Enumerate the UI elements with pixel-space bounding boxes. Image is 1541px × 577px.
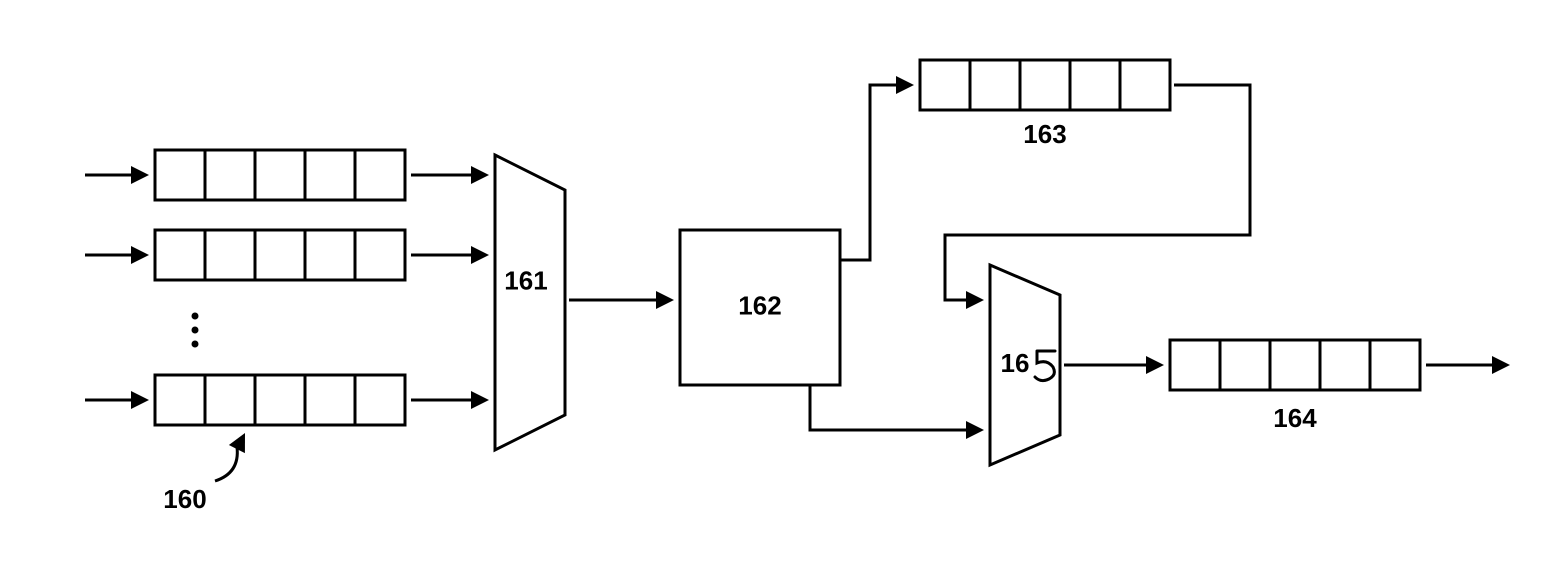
input-queue-1 [155, 230, 405, 280]
pointer-160 [215, 433, 245, 481]
input-queue-2 [155, 375, 405, 425]
queue-to-mux1-arrow-0 [411, 166, 489, 184]
label-165-prefix: 16 [1001, 348, 1030, 378]
mux1-to-162-arrow [569, 291, 674, 309]
mux2-to-164-arrow [1064, 356, 1164, 374]
input-lead-arrow-1 [85, 246, 149, 264]
162-to-mux2-arrow [810, 385, 984, 439]
label-163: 163 [1023, 119, 1066, 149]
ellipsis-dot-0 [192, 313, 199, 320]
ellipsis-dot-1 [192, 327, 199, 334]
input-lead-arrow-2 [85, 391, 149, 409]
mux-161 [495, 155, 565, 450]
queue-to-mux1-arrow-2 [411, 391, 489, 409]
label-162: 162 [738, 290, 781, 320]
label-161: 161 [504, 265, 547, 295]
label-164: 164 [1273, 403, 1317, 433]
164-out-arrow [1426, 356, 1510, 374]
input-queue-0 [155, 150, 405, 200]
queue-163 [920, 60, 1170, 110]
162-to-163-arrow [840, 76, 914, 260]
queue-to-mux1-arrow-1 [411, 246, 489, 264]
input-lead-arrow-0 [85, 166, 149, 184]
queue-164 [1170, 340, 1420, 390]
label-160: 160 [163, 484, 206, 514]
ellipsis-dot-2 [192, 341, 199, 348]
